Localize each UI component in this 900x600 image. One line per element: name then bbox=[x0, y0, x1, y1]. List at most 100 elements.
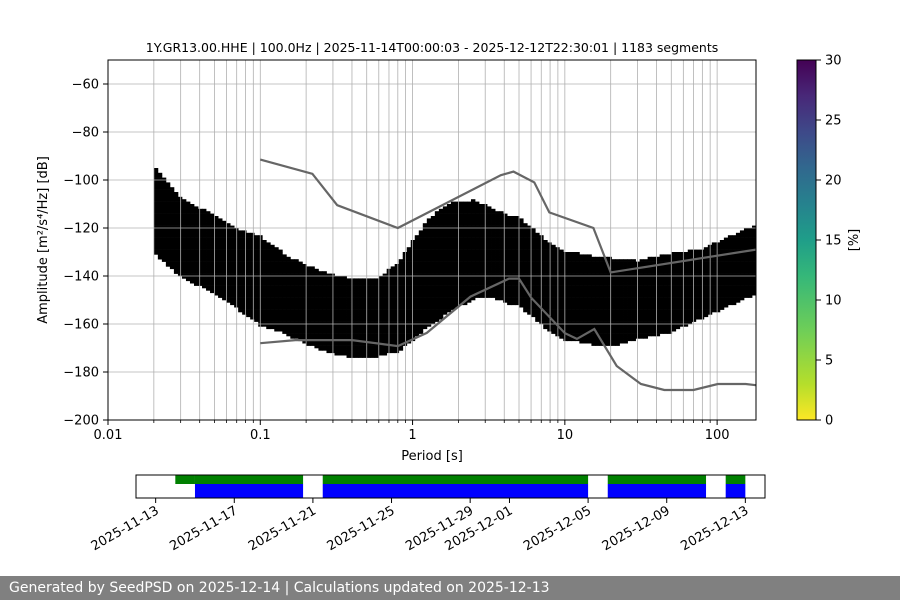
heatmap-cell bbox=[338, 314, 343, 318]
heatmap-cell bbox=[189, 211, 195, 214]
heatmap-cell bbox=[619, 276, 624, 279]
heatmap-cell bbox=[683, 264, 689, 267]
heatmap-cell bbox=[366, 348, 372, 351]
heatmap-cell bbox=[547, 276, 552, 279]
heatmap-cell bbox=[266, 304, 271, 308]
heatmap-cell bbox=[474, 247, 480, 250]
heatmap-cell bbox=[595, 321, 600, 325]
heatmap-cell bbox=[230, 244, 235, 248]
heatmap-cell bbox=[346, 345, 351, 349]
heatmap-cell bbox=[254, 254, 259, 258]
heatmap-cell bbox=[575, 276, 580, 279]
heatmap-cell bbox=[374, 297, 380, 301]
heatmap-cell bbox=[543, 252, 548, 255]
heatmap-cell bbox=[567, 338, 572, 342]
heatmap-cell bbox=[671, 314, 677, 318]
heatmap-cell bbox=[663, 307, 669, 310]
heatmap-cell bbox=[687, 283, 693, 286]
heatmap-cell bbox=[430, 264, 436, 267]
heatmap-cell bbox=[543, 266, 548, 270]
heatmap-cell bbox=[274, 254, 279, 258]
heatmap-cell bbox=[535, 256, 540, 260]
heatmap-cell bbox=[611, 280, 616, 284]
heatmap-cell bbox=[422, 312, 428, 315]
heatmap-cell bbox=[587, 292, 592, 296]
heatmap-cell bbox=[250, 259, 255, 262]
heatmap-cell bbox=[470, 252, 476, 255]
heatmap-cell bbox=[414, 240, 420, 243]
heatmap-cell bbox=[370, 355, 376, 358]
heatmap-cell bbox=[378, 336, 384, 339]
heatmap-cell bbox=[454, 302, 460, 306]
heatmap-cell bbox=[173, 225, 179, 229]
heatmap-cell bbox=[470, 220, 476, 224]
heatmap-cell bbox=[454, 247, 460, 250]
heatmap-cell bbox=[454, 254, 460, 258]
heatmap-cell bbox=[350, 290, 355, 294]
heatmap-cell bbox=[318, 312, 323, 315]
heatmap-cell bbox=[438, 264, 444, 267]
heatmap-cell bbox=[474, 290, 480, 294]
heatmap-cell bbox=[571, 283, 576, 286]
heatmap-cell bbox=[607, 324, 612, 327]
heatmap-cell bbox=[169, 201, 175, 205]
heatmap-cell bbox=[282, 302, 287, 306]
heatmap-cell bbox=[575, 264, 580, 267]
heatmap-cell bbox=[571, 328, 576, 332]
heatmap-cell bbox=[547, 266, 552, 270]
heatmap-cell bbox=[651, 261, 657, 265]
heatmap-cell bbox=[153, 220, 159, 224]
heatmap-cell bbox=[643, 321, 649, 325]
heatmap-cell bbox=[242, 300, 247, 303]
heatmap-cell bbox=[627, 290, 632, 294]
heatmap-cell bbox=[410, 297, 416, 301]
heatmap-cell bbox=[491, 216, 496, 219]
heatmap-cell bbox=[398, 348, 404, 351]
heatmap-cell bbox=[282, 276, 287, 279]
heatmap-cell bbox=[462, 254, 468, 258]
heatmap-cell bbox=[378, 348, 384, 351]
heatmap-cell bbox=[406, 314, 412, 318]
heatmap-cell bbox=[527, 254, 532, 258]
heatmap-cell bbox=[346, 324, 351, 327]
heatmap-cell bbox=[683, 302, 689, 306]
heatmap-cell bbox=[695, 288, 701, 291]
heatmap-cell bbox=[458, 271, 464, 274]
heatmap-cell bbox=[177, 225, 183, 229]
heatmap-cell bbox=[165, 187, 171, 190]
heatmap-cell bbox=[491, 240, 496, 243]
heatmap-cell bbox=[270, 302, 275, 306]
heatmap-cell bbox=[647, 309, 653, 313]
heatmap-cell bbox=[487, 208, 492, 212]
heatmap-cell bbox=[503, 240, 508, 243]
heatmap-cell bbox=[667, 268, 673, 272]
heatmap-cell bbox=[603, 328, 608, 332]
heatmap-cell bbox=[446, 280, 452, 284]
heatmap-cell bbox=[430, 259, 436, 262]
heatmap-cell bbox=[246, 240, 251, 243]
heatmap-cell bbox=[342, 326, 347, 330]
heatmap-cell bbox=[511, 252, 516, 255]
heatmap-cell bbox=[503, 292, 508, 296]
heatmap-cell bbox=[338, 352, 343, 356]
heatmap-cell bbox=[523, 230, 528, 234]
heatmap-cell bbox=[165, 208, 171, 212]
heatmap-cell bbox=[647, 268, 653, 272]
heatmap-cell bbox=[169, 204, 175, 207]
heatmap-cell bbox=[198, 264, 203, 267]
heatmap-cell bbox=[462, 247, 468, 250]
heatmap-cell bbox=[643, 280, 649, 284]
heatmap-cell bbox=[222, 242, 227, 246]
heatmap-cell bbox=[619, 326, 624, 330]
heatmap-cell bbox=[177, 254, 183, 258]
heatmap-cell bbox=[623, 316, 628, 320]
heatmap-cell bbox=[595, 319, 600, 322]
heatmap-cell bbox=[495, 211, 500, 214]
heatmap-cell bbox=[563, 273, 568, 277]
heatmap-cell bbox=[547, 268, 552, 272]
heatmap-cell bbox=[438, 297, 444, 301]
heatmap-cell bbox=[282, 297, 287, 301]
heatmap-cell bbox=[531, 268, 536, 272]
heatmap-cell bbox=[595, 288, 600, 291]
heatmap-cell bbox=[651, 314, 657, 318]
